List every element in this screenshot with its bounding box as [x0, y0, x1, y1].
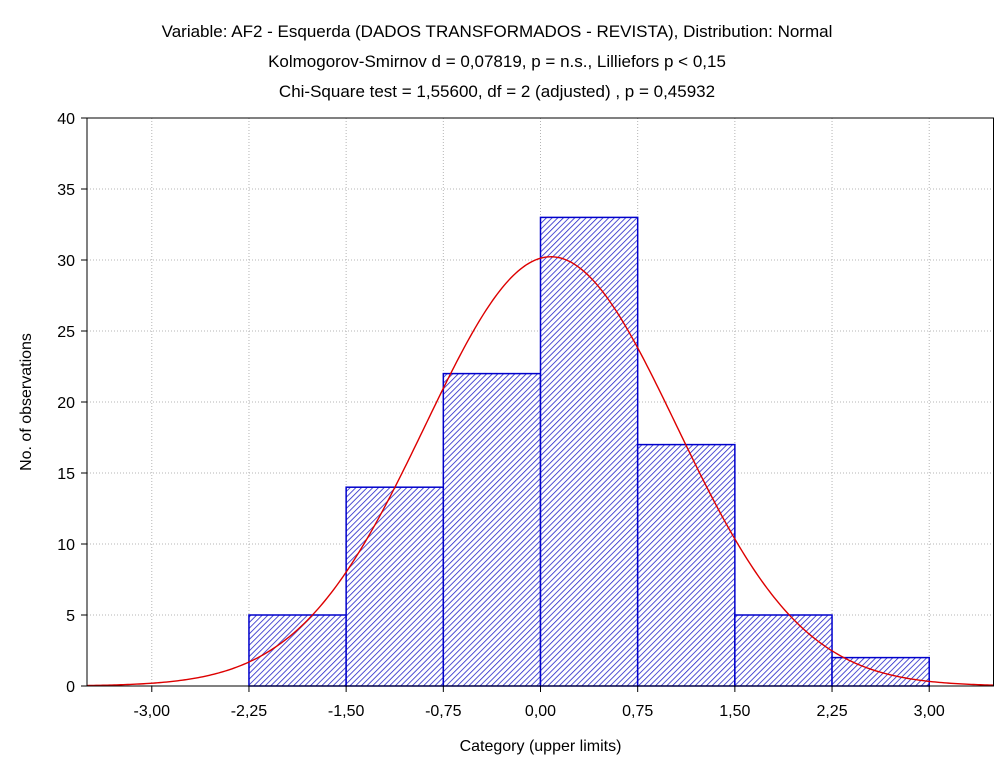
chart-subtitle-chisq: Chi-Square test = 1,55600, df = 2 (adjus… — [278, 82, 716, 101]
chart-subtitle-ks: Kolmogorov-Smirnov d = 0,07819, p = n.s.… — [268, 52, 726, 71]
x-tick-label: 0,75 — [622, 703, 653, 720]
chart-title: Variable: AF2 - Esquerda (DADOS TRANSFOR… — [161, 22, 833, 41]
x-axis-label: Category (upper limits) — [460, 738, 622, 755]
y-tick-label: 20 — [57, 395, 75, 412]
y-tick-label: 15 — [57, 466, 75, 483]
x-tick-label: -3,00 — [134, 703, 171, 720]
normal-curve-group — [86, 256, 994, 687]
y-axis-label: No. of observations — [18, 333, 35, 471]
x-axis-ticks: -3,00 -2,25 -1,50 -0,75 0,00 0,75 1,50 2,25 3,00 — [134, 686, 945, 720]
histogram-bar — [442, 372, 542, 687]
histogram-bar — [636, 443, 736, 687]
x-tick-label: 2,25 — [816, 703, 847, 720]
x-tick-label: -1,50 — [328, 703, 365, 720]
y-axis-ticks: 0 5 10 15 20 25 30 35 40 — [57, 111, 87, 696]
y-tick-label: 25 — [57, 324, 75, 341]
normal-fit-curve — [86, 256, 994, 687]
x-tick-label: 1,50 — [719, 703, 750, 720]
y-tick-label: 5 — [66, 608, 75, 625]
x-tick-label: 3,00 — [914, 703, 945, 720]
y-tick-label: 0 — [66, 679, 75, 696]
histogram-bar — [734, 614, 833, 687]
histogram-bar — [539, 216, 639, 687]
histogram-bar — [248, 614, 347, 687]
y-tick-label: 35 — [57, 182, 75, 199]
y-tick-label: 10 — [57, 537, 75, 554]
y-tick-label: 40 — [57, 111, 75, 128]
x-tick-label: 0,00 — [525, 703, 556, 720]
histogram-bars — [248, 216, 930, 687]
x-tick-label: -2,25 — [231, 703, 268, 720]
histogram-bar — [345, 486, 445, 687]
x-tick-label: -0,75 — [425, 703, 462, 720]
y-tick-label: 30 — [57, 253, 75, 270]
